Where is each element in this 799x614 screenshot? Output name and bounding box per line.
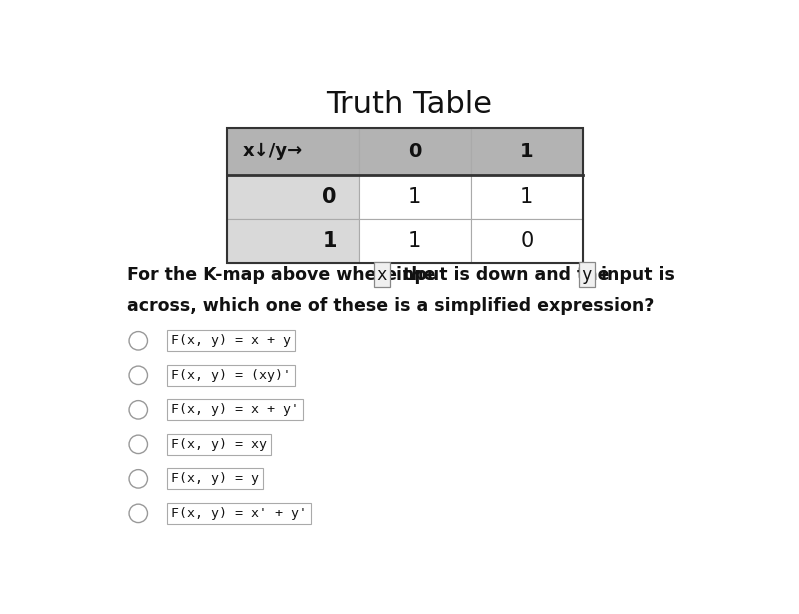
Bar (227, 174, 359, 219)
Point (132, 370, 145, 380)
Point (132, 440, 145, 449)
Bar (359, 128, 471, 174)
Text: 0: 0 (408, 142, 421, 161)
Point (132, 405, 145, 414)
Bar (227, 219, 359, 263)
Point (132, 336, 145, 346)
Text: F(x, y) = y: F(x, y) = y (171, 472, 259, 485)
Bar (471, 174, 583, 219)
Text: F(x, y) = x + y': F(x, y) = x + y' (171, 403, 299, 416)
Text: F(x, y) = (xy)': F(x, y) = (xy)' (171, 369, 291, 382)
Point (132, 474, 145, 484)
Text: 0: 0 (322, 187, 337, 207)
Text: F(x, y) = x' + y': F(x, y) = x' + y' (171, 507, 307, 520)
Bar (227, 128, 359, 174)
Text: input is down and the: input is down and the (390, 266, 615, 284)
Point (132, 508, 145, 518)
Bar (471, 219, 583, 263)
Text: 1: 1 (322, 231, 337, 251)
Text: 1: 1 (520, 142, 534, 161)
Text: x↓/y→: x↓/y→ (243, 142, 303, 160)
Text: y: y (582, 266, 592, 284)
Bar (359, 174, 471, 219)
Text: F(x, y) = xy: F(x, y) = xy (171, 438, 267, 451)
Text: F(x, y) = x + y: F(x, y) = x + y (171, 334, 291, 348)
Text: 0: 0 (520, 231, 534, 251)
Text: across, which one of these is a simplified expression?: across, which one of these is a simplifi… (126, 297, 654, 315)
Bar (471, 128, 583, 174)
Bar (359, 219, 471, 263)
Text: 1: 1 (520, 187, 534, 207)
Text: Truth Table: Truth Table (327, 90, 492, 119)
Text: For the K-map above where the: For the K-map above where the (126, 266, 441, 284)
Text: 1: 1 (408, 231, 421, 251)
Text: 1: 1 (408, 187, 421, 207)
Bar (227, 128, 583, 263)
Text: x: x (377, 266, 388, 284)
Text: input is: input is (594, 266, 674, 284)
